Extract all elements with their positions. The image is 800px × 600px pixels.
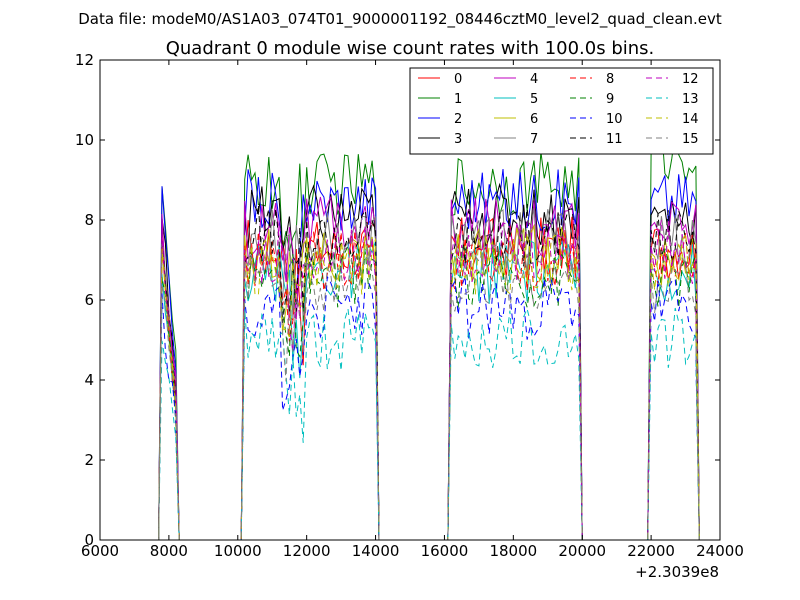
y-tick-label: 10	[75, 131, 94, 149]
legend-label: 2	[454, 112, 462, 127]
legend-label: 9	[606, 92, 614, 107]
legend-label: 7	[530, 132, 538, 147]
series-line-module-7	[158, 208, 700, 540]
legend-label: 13	[682, 92, 699, 107]
y-tick-label: 12	[75, 51, 94, 69]
y-tick-label: 0	[84, 531, 94, 549]
legend-label: 1	[454, 92, 462, 107]
x-tick-label: 22000	[627, 542, 675, 560]
y-tick-label: 8	[84, 211, 94, 229]
x-tick-label: 20000	[558, 542, 606, 560]
series-line-module-5	[158, 240, 700, 540]
series-line-module-0	[158, 216, 700, 540]
x-tick-label: 12000	[283, 542, 331, 560]
series-line-module-9	[158, 244, 700, 540]
series-layer	[158, 124, 700, 540]
x-tick-label: 8000	[150, 542, 188, 560]
x-offset-label: +2.3039e8	[635, 563, 719, 581]
x-tick-label: 24000	[696, 542, 744, 560]
legend-label: 15	[682, 132, 699, 147]
y-tick-label: 4	[84, 371, 94, 389]
y-tick-label: 6	[84, 291, 94, 309]
x-tick-label: 16000	[421, 542, 469, 560]
series-line-module-11	[158, 203, 700, 540]
series-line-module-4	[158, 196, 700, 540]
series-line-module-14	[158, 231, 700, 540]
axis-ticks: 6000 8000 10000 12000 14000 16000 18000 20000 22…	[75, 51, 744, 560]
legend-label: 0	[454, 72, 462, 87]
series-line-module-2	[158, 168, 700, 540]
x-tick-label: 18000	[489, 542, 537, 560]
series-line-module-13	[158, 307, 700, 540]
legend-label: 14	[682, 112, 699, 127]
x-tick-label: 14000	[352, 542, 400, 560]
legend-box	[409, 67, 714, 155]
x-tick-label: 6000	[81, 542, 119, 560]
series-line-module-15	[158, 250, 700, 540]
chart-suptitle: Data file: modeM0/AS1A03_074T01_90000011…	[78, 10, 722, 29]
series-line-module-6	[158, 225, 700, 540]
legend-label: 4	[530, 72, 538, 87]
legend-label: 10	[606, 112, 623, 127]
legend-label: 8	[606, 72, 614, 87]
chart-title: Quadrant 0 module wise count rates with …	[166, 38, 655, 59]
legend-label: 11	[606, 132, 623, 147]
x-tick-label: 10000	[214, 542, 262, 560]
legend-label: 3	[454, 132, 462, 147]
series-line-module-1	[158, 124, 700, 540]
series-line-module-8	[158, 228, 700, 540]
series-line-module-12	[158, 219, 700, 540]
series-line-module-3	[158, 182, 700, 540]
series-line-module-10	[158, 275, 700, 540]
legend-label: 6	[530, 112, 538, 127]
y-tick-label: 2	[84, 451, 94, 469]
legend-label: 12	[682, 72, 699, 87]
legend-label: 5	[530, 92, 538, 107]
